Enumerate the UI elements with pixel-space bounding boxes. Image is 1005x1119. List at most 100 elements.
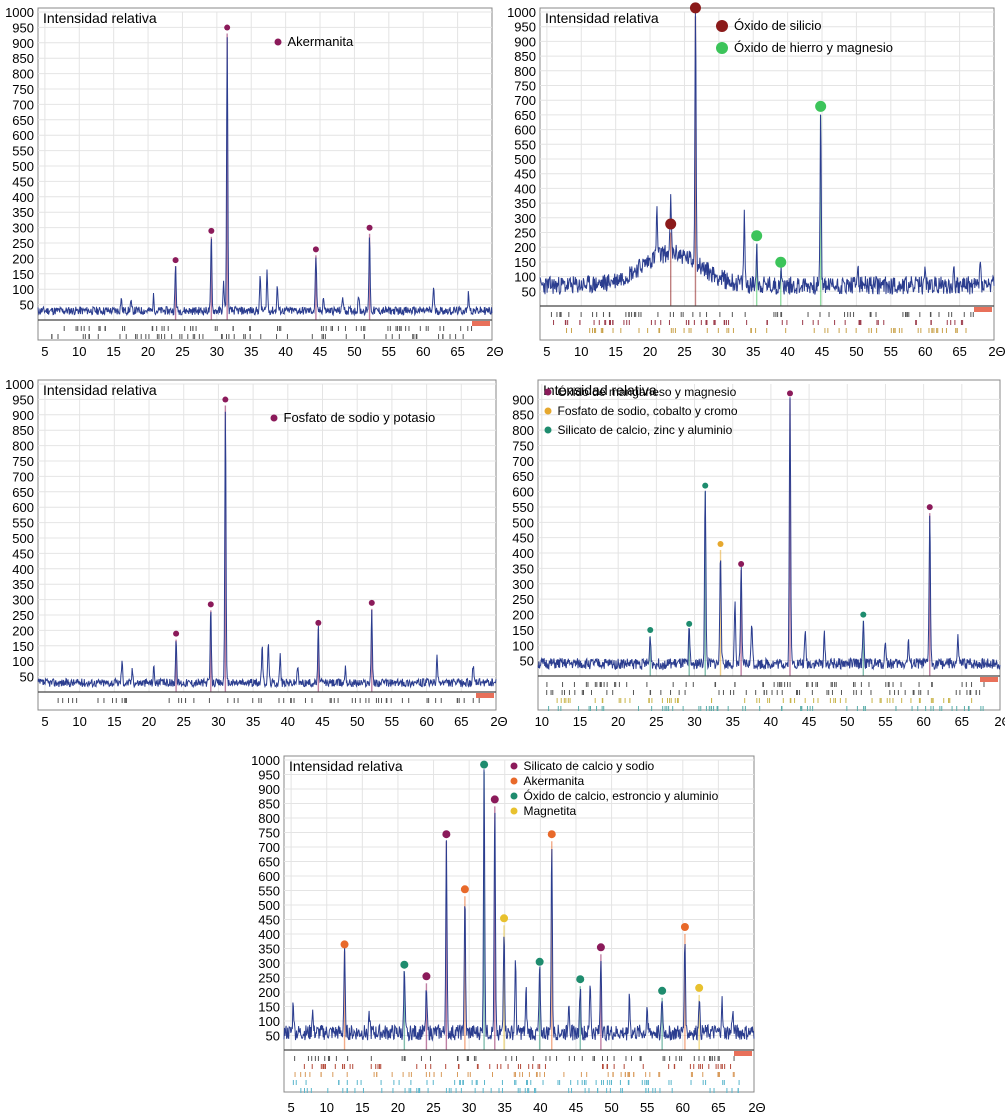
x-tick-label: 25 (175, 344, 189, 359)
legend-marker (270, 414, 278, 422)
x-tick-label: 65 (450, 344, 464, 359)
y-tick-label: 1000 (5, 5, 34, 20)
y-tick-label: 950 (12, 20, 34, 35)
y-tick-label: 200 (12, 251, 34, 266)
legend-marker (716, 42, 728, 54)
y-tick-label: 1000 (251, 753, 280, 768)
y-tick-label: 150 (12, 639, 34, 654)
x-tick-label: 40 (281, 714, 295, 729)
y-tick-label: 400 (258, 927, 280, 942)
y-tick-label: 450 (12, 174, 34, 189)
y-tick-label: 650 (258, 855, 280, 870)
y-tick-label: 950 (258, 768, 280, 783)
y-tick-label: 750 (12, 454, 34, 469)
peak-marker (222, 396, 229, 403)
y-tick-label: 800 (512, 423, 534, 438)
y-tick-label: 150 (512, 623, 534, 638)
y-tick-label: 350 (12, 577, 34, 592)
peak-marker (596, 943, 605, 952)
legend-marker (544, 388, 552, 396)
y-tick-label: 850 (514, 49, 536, 64)
y-tick-label: 400 (512, 546, 534, 561)
x-tick-label: 25 (176, 714, 190, 729)
peak-marker (460, 885, 469, 894)
chart-panel-3: 5010015020025030035040045050055060065070… (5, 377, 508, 729)
y-axis-title: Intensidad relativa (43, 10, 157, 26)
peak-marker (368, 599, 375, 606)
y-tick-label: 250 (12, 236, 34, 251)
peak-marker (815, 100, 827, 112)
peak-marker (173, 630, 180, 637)
y-axis-title: Intensidad relativa (543, 382, 657, 398)
peak-marker (366, 224, 373, 231)
x-tick-label: 35 (498, 1100, 512, 1115)
peak-marker (480, 760, 489, 769)
y-tick-label: 450 (258, 913, 280, 928)
x-axis-label: 2Θ (988, 344, 1005, 359)
x-tick-label: 65 (952, 344, 966, 359)
y-tick-label: 400 (12, 190, 34, 205)
x-axis-label: 2Θ (486, 344, 503, 359)
peak-marker (315, 619, 322, 626)
x-tick-label: 55 (884, 344, 898, 359)
x-tick-label: 40 (533, 1100, 547, 1115)
peak-marker (658, 986, 667, 995)
y-tick-label: 850 (12, 423, 34, 438)
y-tick-label: 100 (12, 654, 34, 669)
y-tick-label: 450 (514, 167, 536, 182)
x-tick-label: 55 (640, 1100, 654, 1115)
y-tick-label: 150 (514, 255, 536, 270)
peak-marker (535, 957, 544, 966)
y-tick-label: 700 (258, 840, 280, 855)
legend-label: Óxido de calcio, estroncio y aluminio (524, 788, 719, 803)
x-tick-label: 35 (725, 714, 739, 729)
y-tick-label: 650 (12, 113, 34, 128)
y-tick-label: 350 (12, 205, 34, 220)
y-tick-label: 200 (514, 240, 536, 255)
peak-marker (702, 482, 709, 489)
y-tick-label: 250 (258, 971, 280, 986)
x-tick-label: 35 (246, 714, 260, 729)
legend-label: Óxido de silicio (734, 18, 821, 33)
y-tick-label: 200 (512, 608, 534, 623)
x-tick-label: 45 (569, 1100, 583, 1115)
x-tick-label: 50 (849, 344, 863, 359)
legend-label: Óxido de hierro y magnesio (734, 40, 893, 55)
legend-marker (510, 762, 518, 770)
y-tick-label: 600 (512, 485, 534, 500)
peak-marker (787, 390, 793, 397)
y-axis-title: Intensidad relativa (545, 10, 659, 26)
x-axis-label: 2Θ (748, 1100, 765, 1115)
x-tick-label: 45 (815, 344, 829, 359)
x-tick-label: 25 (649, 714, 663, 729)
y-tick-label: 850 (258, 797, 280, 812)
y-tick-label: 450 (12, 546, 34, 561)
y-tick-label: 150 (12, 267, 34, 282)
peak-marker (340, 940, 349, 949)
y-tick-label: 100 (512, 638, 534, 653)
peak-marker (695, 983, 704, 992)
x-tick-label: 10 (319, 1100, 333, 1115)
y-tick-label: 650 (514, 108, 536, 123)
peak-marker (860, 611, 867, 618)
diffraction-series (283, 769, 755, 1042)
diffraction-series (537, 397, 1001, 671)
x-tick-label: 65 (955, 714, 969, 729)
legend-marker (544, 407, 552, 415)
peak-marker (400, 960, 409, 969)
peak-marker (689, 2, 701, 14)
y-tick-label: 550 (514, 137, 536, 152)
legend-label: Silicato de calcio y sodio (524, 759, 655, 773)
x-tick-label: 5 (288, 1100, 295, 1115)
x-tick-label: 60 (419, 714, 433, 729)
y-tick-label: 450 (512, 531, 534, 546)
y-tick-label: 550 (512, 500, 534, 515)
x-tick-label: 15 (608, 344, 622, 359)
legend-marker (274, 38, 282, 46)
y-tick-label: 900 (12, 36, 34, 51)
x-tick-label: 55 (385, 714, 399, 729)
scroll-marker (734, 1051, 752, 1056)
peak-marker (717, 540, 724, 547)
y-tick-label: 50 (520, 654, 534, 669)
y-tick-label: 550 (12, 516, 34, 531)
